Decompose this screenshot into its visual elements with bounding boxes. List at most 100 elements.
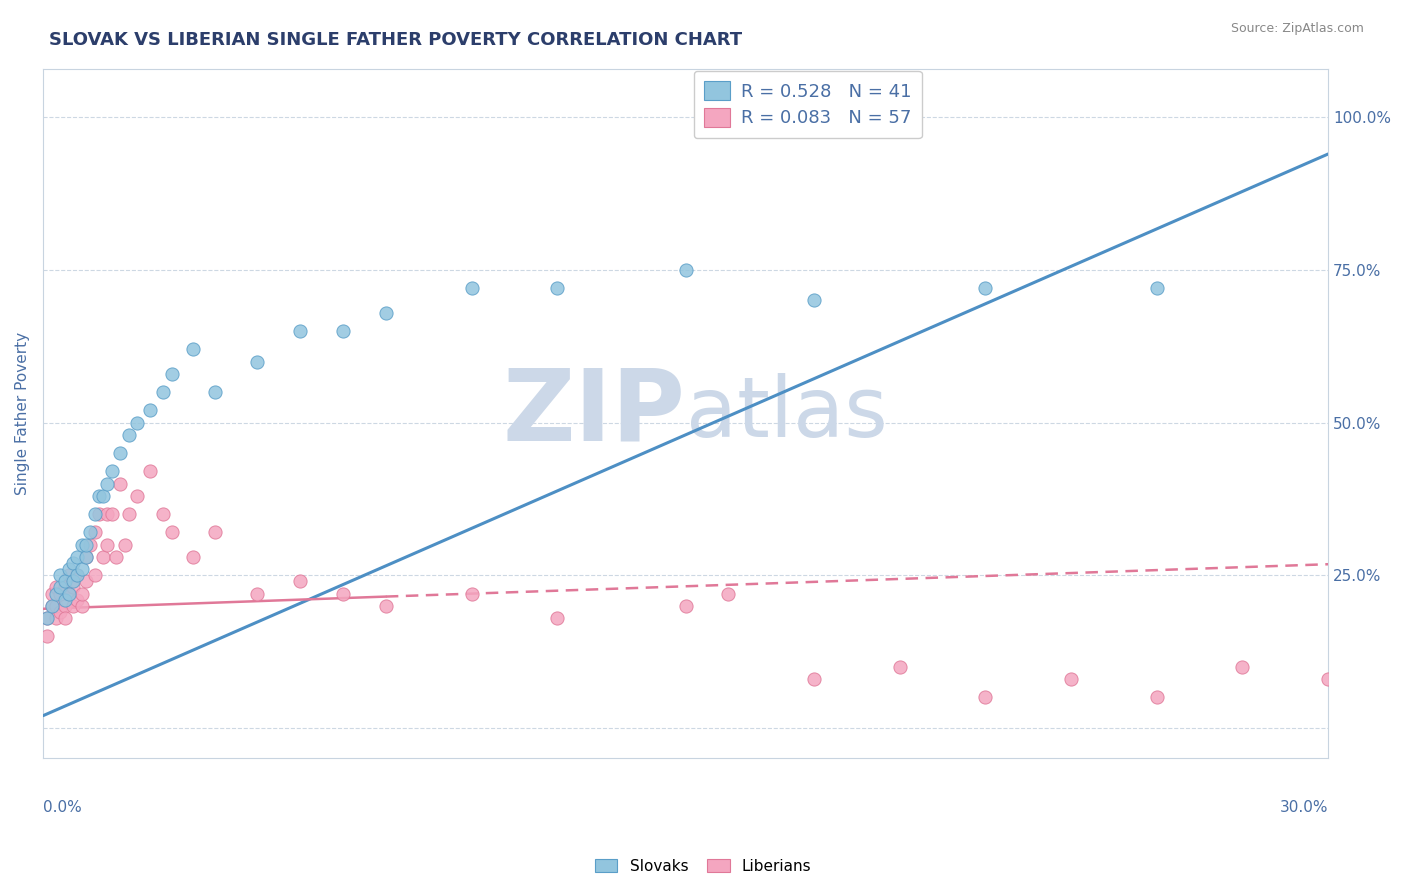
Point [87, 489, 110, 503]
Point [246, 354, 269, 368]
Point [53, 599, 76, 613]
Point [675, 599, 697, 613]
Y-axis label: Single Father Poverty: Single Father Poverty [15, 332, 30, 495]
Point [110, 446, 132, 460]
Text: 30.0%: 30.0% [1279, 800, 1329, 814]
Point [87, 507, 110, 521]
Point [974, 690, 997, 705]
Point [204, 385, 226, 400]
Point [66, 568, 89, 582]
Point [118, 427, 141, 442]
Point [53, 581, 76, 595]
Point [83, 568, 105, 582]
Point [1146, 690, 1168, 705]
Point [204, 525, 226, 540]
Point [105, 549, 128, 564]
Point [41, 586, 63, 600]
Text: atlas: atlas [686, 373, 887, 454]
Point [546, 611, 568, 625]
Point [181, 549, 204, 564]
Point [96, 507, 118, 521]
Point [152, 385, 174, 400]
Point [62, 556, 84, 570]
Point [37, 611, 59, 625]
Point [83, 507, 105, 521]
Point [160, 525, 183, 540]
Point [139, 403, 162, 417]
Point [75, 549, 97, 564]
Point [62, 581, 84, 595]
Point [974, 281, 997, 295]
Point [374, 306, 396, 320]
Point [675, 263, 697, 277]
Point [49, 605, 72, 619]
Point [37, 611, 59, 625]
Point [127, 489, 149, 503]
Point [1360, 648, 1382, 662]
Point [1403, 660, 1406, 674]
Point [717, 586, 740, 600]
Point [62, 574, 84, 589]
Point [49, 581, 72, 595]
Point [1317, 672, 1340, 686]
Point [45, 586, 67, 600]
Point [70, 599, 93, 613]
Point [66, 549, 89, 564]
Point [460, 586, 482, 600]
Point [53, 592, 76, 607]
Point [70, 538, 93, 552]
Point [96, 476, 118, 491]
Point [181, 343, 204, 357]
Point [70, 562, 93, 576]
Point [1232, 660, 1254, 674]
Point [139, 465, 162, 479]
Point [100, 507, 122, 521]
Point [66, 592, 89, 607]
Point [66, 568, 89, 582]
Point [58, 586, 80, 600]
Point [114, 538, 136, 552]
Point [803, 293, 825, 308]
Point [49, 568, 72, 582]
Point [53, 574, 76, 589]
Point [75, 549, 97, 564]
Point [91, 549, 114, 564]
Point [290, 574, 312, 589]
Point [460, 281, 482, 295]
Point [152, 507, 174, 521]
Point [246, 586, 269, 600]
Point [332, 586, 354, 600]
Point [49, 586, 72, 600]
Point [110, 476, 132, 491]
Point [546, 281, 568, 295]
Point [118, 507, 141, 521]
Point [1146, 281, 1168, 295]
Point [332, 324, 354, 338]
Text: SLOVAK VS LIBERIAN SINGLE FATHER POVERTY CORRELATION CHART: SLOVAK VS LIBERIAN SINGLE FATHER POVERTY… [49, 31, 742, 49]
Point [374, 599, 396, 613]
Point [96, 538, 118, 552]
Point [83, 525, 105, 540]
Legend: Slovaks, Liberians: Slovaks, Liberians [589, 853, 817, 880]
Point [41, 599, 63, 613]
Point [41, 599, 63, 613]
Point [45, 599, 67, 613]
Text: ZIP: ZIP [503, 365, 686, 462]
Point [91, 489, 114, 503]
Legend: R = 0.528   N = 41, R = 0.083   N = 57: R = 0.528 N = 41, R = 0.083 N = 57 [693, 70, 922, 138]
Text: 0.0%: 0.0% [44, 800, 82, 814]
Point [75, 538, 97, 552]
Point [45, 611, 67, 625]
Point [58, 562, 80, 576]
Point [45, 581, 67, 595]
Point [58, 586, 80, 600]
Point [62, 599, 84, 613]
Point [889, 660, 911, 674]
Point [290, 324, 312, 338]
Point [75, 574, 97, 589]
Point [58, 568, 80, 582]
Point [79, 538, 101, 552]
Point [70, 586, 93, 600]
Point [160, 367, 183, 381]
Text: Source: ZipAtlas.com: Source: ZipAtlas.com [1230, 22, 1364, 36]
